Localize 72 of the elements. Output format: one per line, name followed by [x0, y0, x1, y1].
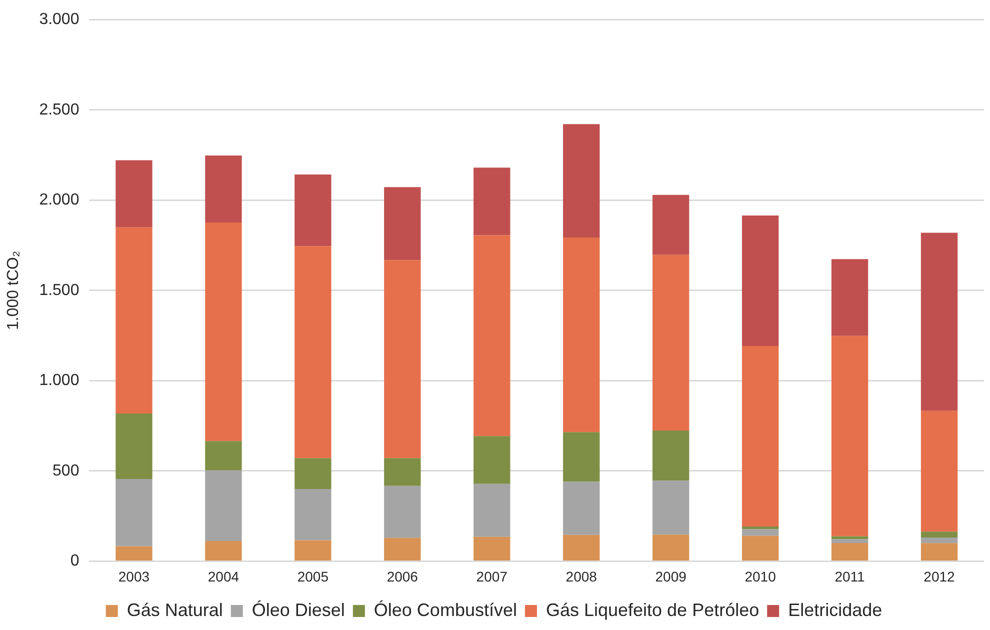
- bar: [205, 222, 242, 442]
- y-tick-label: 1.000: [39, 372, 80, 390]
- bar: [920, 410, 958, 532]
- bar: [563, 432, 600, 482]
- bar: [563, 534, 600, 560]
- x-tick-label: 2009: [655, 568, 687, 584]
- bar: [831, 539, 868, 543]
- bar: [652, 430, 690, 481]
- bar: [384, 458, 421, 486]
- legend-label: Gás Natural: [126, 600, 223, 620]
- y-tick-label: 500: [52, 462, 80, 480]
- y-tick-label: 0: [70, 552, 80, 570]
- bar: [742, 526, 779, 530]
- bar: [831, 542, 868, 560]
- bar: [831, 336, 868, 536]
- bar: [920, 532, 958, 538]
- bar: [294, 246, 332, 458]
- bar: [384, 260, 421, 458]
- x-tick-label: 2004: [208, 568, 240, 584]
- y-tick-label: 2.000: [39, 192, 80, 209]
- bar: [205, 540, 242, 560]
- x-tick-label: 2008: [566, 568, 598, 584]
- bar: [920, 538, 958, 544]
- bar: [116, 546, 152, 560]
- bar: [474, 436, 510, 484]
- bar: [920, 232, 958, 411]
- bar: [294, 540, 332, 560]
- bar: [205, 441, 242, 470]
- y-tick-label: 3.000: [39, 11, 80, 28]
- bar: [742, 529, 779, 536]
- bar: [742, 215, 779, 346]
- y-axis-title: 1.000 tCO₂: [5, 250, 22, 330]
- y-tick-label: 2.500: [39, 101, 80, 118]
- bar: [563, 124, 600, 238]
- bar: [294, 458, 332, 489]
- bar: [474, 235, 510, 436]
- x-tick-label: 2012: [924, 568, 956, 584]
- legend-label: Óleo Diesel: [252, 600, 345, 620]
- bar: [116, 227, 152, 414]
- x-tick-label: 2006: [386, 568, 418, 584]
- bar: [831, 259, 868, 336]
- bar: [563, 482, 600, 535]
- bar: [294, 174, 332, 246]
- bar: [474, 168, 510, 236]
- bar: [294, 488, 332, 540]
- bar: [920, 543, 958, 560]
- bar: [384, 538, 421, 560]
- bar: [652, 534, 690, 560]
- x-tick-label: 2005: [297, 568, 329, 584]
- bar: [474, 484, 510, 537]
- x-tick-label: 2007: [476, 568, 508, 584]
- bar: [116, 479, 152, 546]
- bar: [652, 194, 690, 255]
- bar: [652, 254, 690, 430]
- bar: [474, 536, 510, 560]
- legend-label: Eletricidade: [788, 600, 882, 620]
- bar: [205, 470, 242, 541]
- bar: [652, 480, 690, 535]
- bar: [116, 414, 152, 480]
- y-tick-label: 1.500: [39, 282, 80, 299]
- bar: [563, 238, 600, 432]
- x-tick-label: 2011: [834, 568, 866, 584]
- bar: [384, 486, 421, 538]
- bar: [205, 156, 242, 223]
- x-tick-label: 2010: [744, 568, 776, 584]
- bar: [116, 160, 152, 228]
- x-tick-label: 2003: [118, 568, 150, 584]
- legend-label: Óleo Combustível: [374, 600, 517, 620]
- bar: [384, 187, 421, 260]
- bar: [742, 536, 779, 560]
- legend-label: Gás Liquefeito de Petróleo: [546, 600, 760, 620]
- bar: [742, 346, 779, 527]
